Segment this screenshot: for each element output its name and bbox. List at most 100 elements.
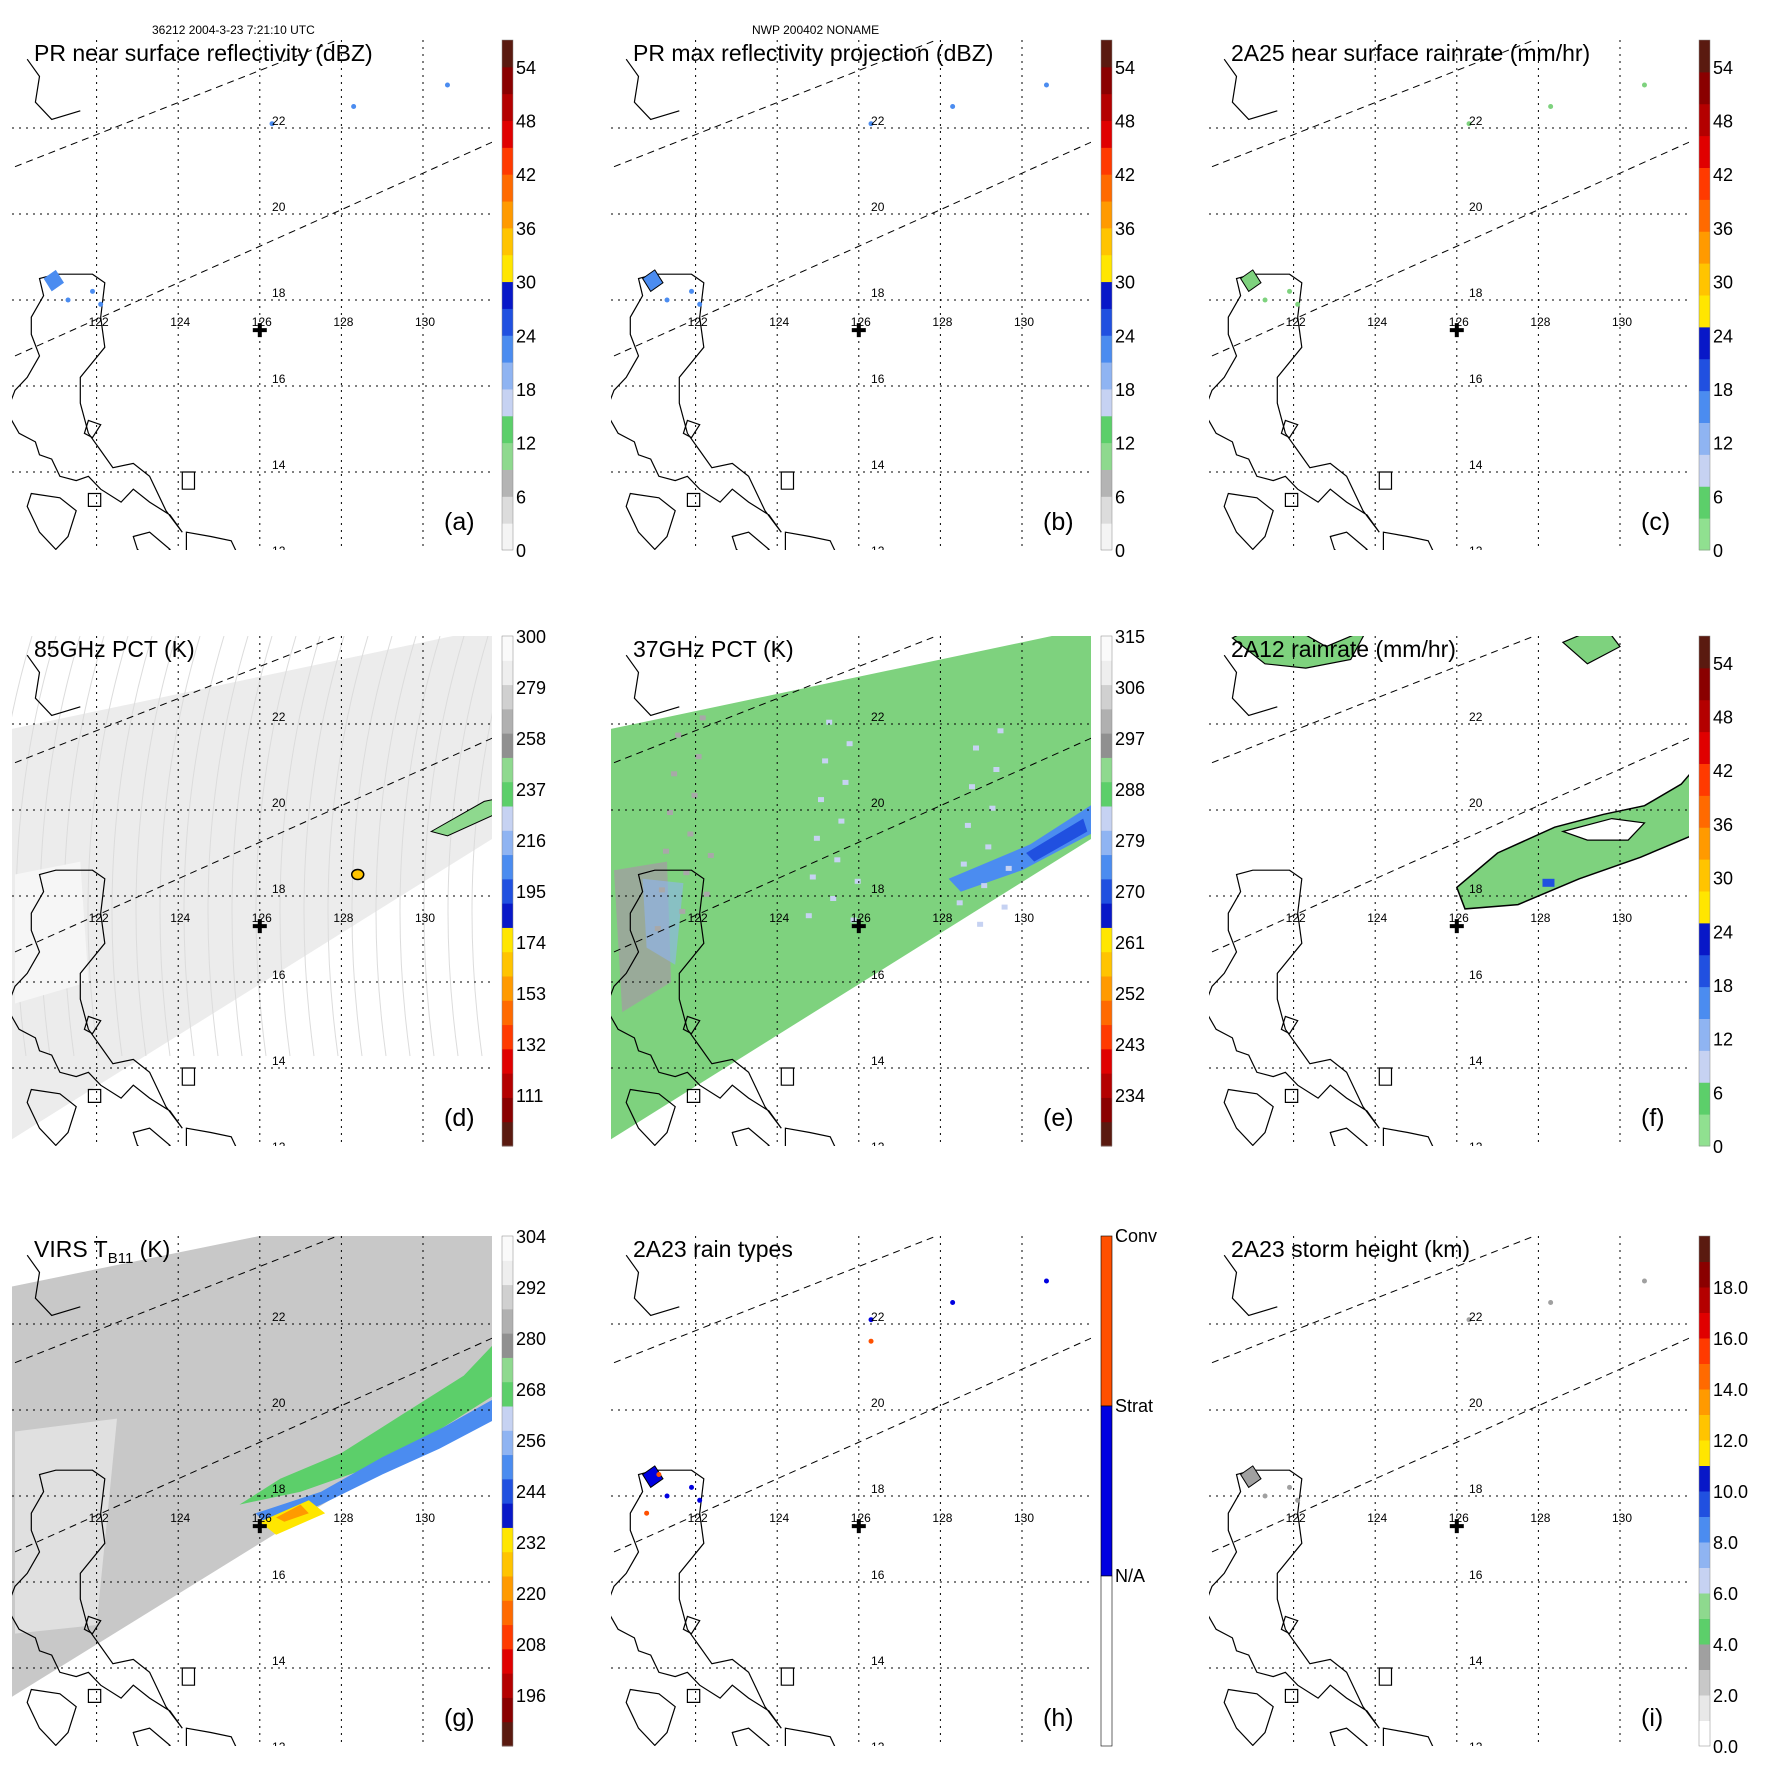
colorbar-cell (502, 854, 513, 880)
coastline (686, 1688, 701, 1703)
colorbar-cell (1101, 227, 1112, 256)
pct-speck (667, 810, 673, 815)
scan-arc (39, 636, 81, 1057)
cloud-top-coldest (276, 1504, 309, 1522)
coastline (181, 471, 196, 490)
coastline (185, 531, 237, 550)
rain-band (948, 805, 1091, 892)
colorbar-cell (1699, 859, 1710, 892)
swath-edge-upper (1211, 1236, 1536, 1364)
colorbar-cell (1101, 1000, 1112, 1026)
swath-field (611, 636, 1091, 1140)
colorbar-label: 111 (516, 1086, 543, 1106)
colorbar-cell (502, 1097, 513, 1123)
coastline (26, 492, 77, 550)
colorbar-cell (502, 781, 513, 807)
pct-speck (813, 835, 820, 841)
pr-speck (1287, 1484, 1293, 1490)
lat-label-14: 14 (871, 458, 885, 472)
coastline-taiwan (1223, 1254, 1278, 1317)
lat-label-18: 18 (871, 286, 885, 300)
colorbar-label: 132 (516, 1035, 546, 1055)
pr-echo (1239, 269, 1262, 293)
lat-label-12: 12 (272, 544, 286, 558)
colorbar-cell (1699, 486, 1710, 519)
colorbar-cell (502, 708, 513, 734)
lon-label-126: 126 (1449, 1511, 1469, 1525)
map-area: 122124126128130132222018161412 (1209, 1236, 1689, 1746)
colorbar-cell (1101, 40, 1112, 68)
storm-center-marker (851, 919, 866, 934)
lat-label-20: 20 (871, 796, 885, 810)
colorbar-cell (502, 1624, 513, 1650)
colorbar-label: 14.0 (1713, 1380, 1748, 1400)
colorbar-cell (1699, 1363, 1710, 1390)
pr-speck (1641, 1278, 1647, 1284)
colorbar-cell (1101, 757, 1112, 783)
coastline (83, 419, 102, 439)
coastline (1223, 1688, 1274, 1746)
colorbar-border (1698, 635, 1711, 1147)
coastline (1284, 492, 1299, 507)
map-area: 122124126128130132222018161412 (1209, 40, 1689, 550)
coastline (611, 1469, 782, 1729)
map-area: 122124126128130132222018161412 (611, 636, 1091, 1146)
colorbar-cell (502, 254, 513, 283)
colorbar-cell (1699, 1618, 1710, 1645)
coastline (1280, 1015, 1299, 1035)
lat-label-16: 16 (871, 968, 885, 982)
colorbar-cell (1101, 120, 1112, 148)
colorbar-cell (502, 1673, 513, 1698)
lon-label-124: 124 (170, 315, 190, 329)
colorbar: 234 243 252 261 270 279 288 297 306 315 (1100, 627, 1145, 1147)
lat-label-12: 12 (871, 544, 885, 558)
colorbar-cell (1101, 733, 1112, 758)
lat-label-16: 16 (871, 372, 885, 386)
pct-speck (830, 896, 837, 901)
colorbar-cell (1699, 390, 1710, 423)
colorbar-cell (502, 1697, 513, 1723)
colorbar-label: 196 (516, 1686, 546, 1706)
pr-echo (1239, 1465, 1262, 1489)
colorbar-cell (1101, 636, 1112, 661)
colorbar-cell (1699, 986, 1710, 1019)
pct-speck (687, 831, 694, 837)
pr-speck (950, 1300, 956, 1305)
lat-label-14: 14 (272, 1654, 286, 1668)
colorbar-label: 0 (1713, 1137, 1723, 1157)
coastline (780, 471, 795, 490)
lat-label-18: 18 (1469, 882, 1483, 896)
colorbar-label: 8.0 (1713, 1533, 1738, 1553)
coastline (625, 492, 676, 550)
colorbar-cell (502, 147, 513, 175)
colorbar-cell (502, 927, 513, 953)
pr-speck (689, 288, 695, 294)
lat-label-20: 20 (1469, 796, 1483, 810)
coastline (1382, 531, 1434, 550)
coastline (780, 1667, 795, 1686)
pr-echo (43, 269, 64, 292)
lat-label-14: 14 (272, 1054, 286, 1068)
coastline-taiwan (625, 654, 680, 717)
coastline (731, 1727, 770, 1746)
colorbar-cell (1699, 667, 1710, 701)
colorbar-label: 42 (1115, 165, 1135, 185)
colorbar-cell (1101, 147, 1112, 175)
colorbar-label: 12 (1713, 434, 1733, 454)
colorbar-cell (1101, 684, 1112, 710)
colorbar-cell (502, 1600, 513, 1626)
coastline (1209, 1469, 1380, 1729)
colorbar-cell (1699, 1440, 1710, 1466)
coastline (1284, 1088, 1299, 1103)
storm-center-marker (851, 1519, 866, 1534)
pr-speck (98, 301, 104, 307)
colorbar-border (501, 635, 514, 1147)
pr-speck (1641, 82, 1647, 88)
colorbar-label: 258 (516, 729, 546, 749)
coastline-taiwan (1223, 58, 1278, 121)
scan-arc (327, 636, 369, 1057)
colorbar-cell (1101, 903, 1112, 928)
colorbar-label: 18 (1713, 380, 1733, 400)
colorbar-cell (1699, 518, 1710, 551)
colorbar-cell (1699, 1338, 1710, 1364)
